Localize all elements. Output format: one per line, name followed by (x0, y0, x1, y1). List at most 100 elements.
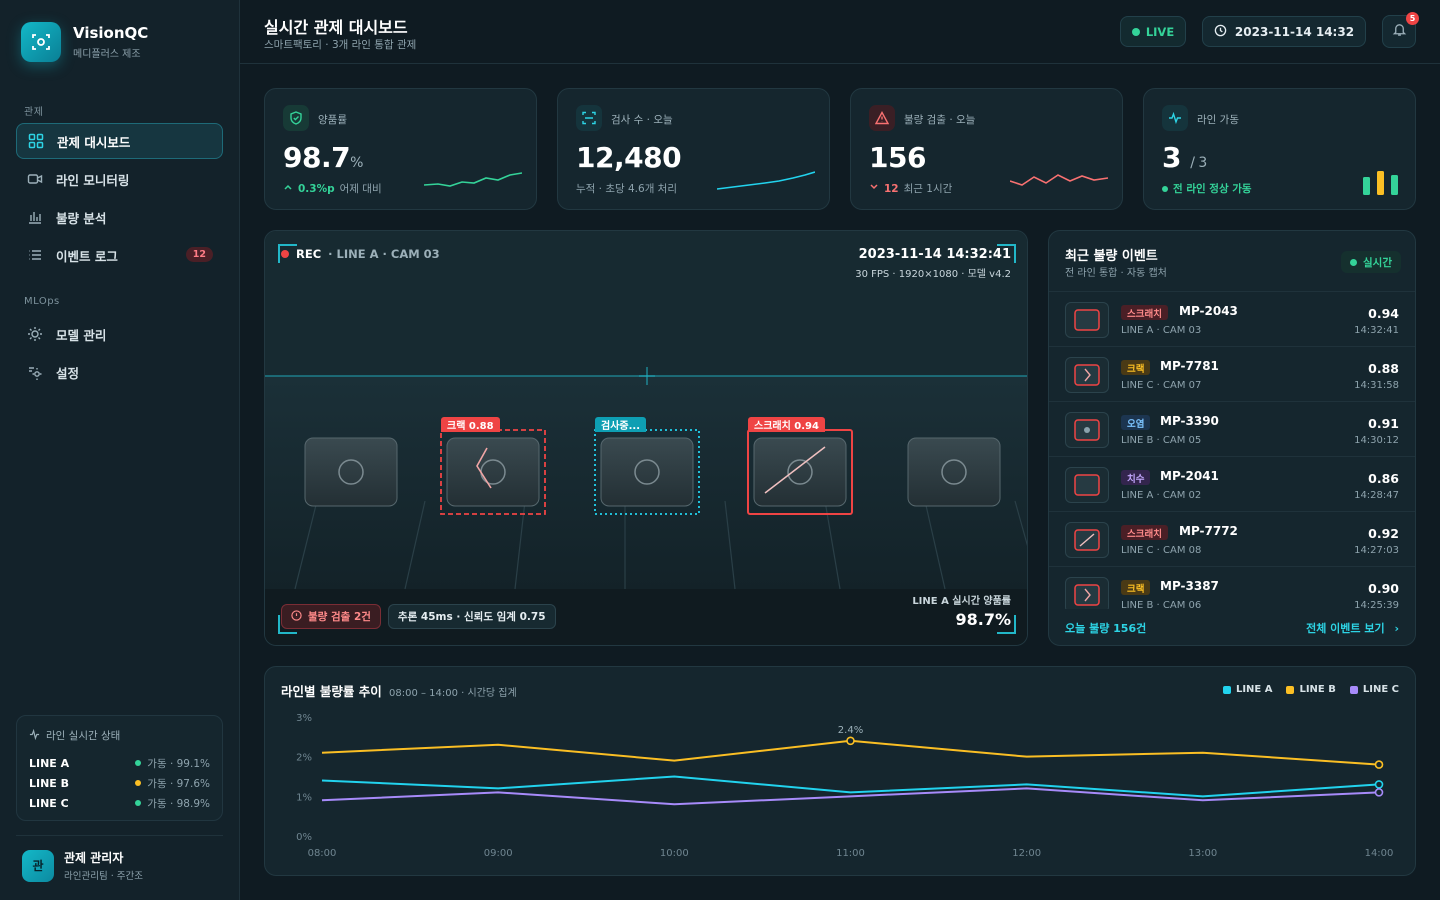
sidebar-item-settings[interactable]: 설정 (16, 354, 223, 390)
defect-thumbnail (1065, 577, 1109, 609)
line-name: LINE C (29, 796, 69, 810)
grid-icon (27, 132, 45, 150)
status-dot (135, 760, 142, 766)
camera-scan-icon (21, 22, 61, 62)
kpi-yield-card[interactable]: 양품률 98.7% 0.3%p 어제 대비 (264, 88, 537, 210)
y-tick-label: 3% (296, 713, 312, 724)
realtime-yield-value: 98.7% (955, 610, 1011, 629)
sidebar-item-defect-analysis[interactable]: 불량 분석 (16, 199, 223, 235)
series-line (321, 787, 1380, 806)
event-location: LINE A · CAM 02 (1121, 490, 1202, 501)
confidence-score: 0.91 (1368, 416, 1399, 431)
live-indicator: LIVE (1120, 16, 1186, 47)
current-time: 2023-11-14 14:32 (1202, 16, 1366, 47)
series-line (321, 775, 1380, 798)
line-uptime-bars (1363, 171, 1398, 195)
legend-swatch (1349, 685, 1358, 694)
sidebar: VisionQC 메디플러스 제조 관제 관제 대시보드 라인 모니터링 불량 … (0, 0, 240, 900)
status-dot (135, 800, 142, 806)
legend-item[interactable]: LINE C (1349, 684, 1399, 695)
kpi-value: 98.7 (283, 141, 351, 174)
page-subtitle: 스마트팩토리 · 3개 라인 통합 관제 (264, 39, 417, 51)
user-name: 관제 관리자 (64, 851, 124, 865)
user-role: 라인관리팀 · 주간조 (64, 871, 143, 882)
chevron-right-icon: › (1394, 622, 1399, 635)
kpi-defects-card[interactable]: 불량 검출 · 오늘 156 12 최근 1시간 (850, 88, 1123, 210)
part-id: MP-2041 (1160, 469, 1219, 483)
pulse-icon (1162, 105, 1188, 131)
line-name: LINE B (29, 776, 70, 790)
sidebar-item-label: 라인 모니터링 (56, 172, 130, 188)
chart-legend: LINE A LINE B LINE C (1222, 684, 1399, 695)
kpi-label: 검사 수 · 오늘 (611, 114, 673, 126)
part-id: MP-7781 (1160, 359, 1219, 373)
event-list[interactable]: 스크래치 MP-2043 LINE A · CAM 03 0.94 14:32:… (1049, 291, 1415, 609)
y-tick-label: 1% (296, 792, 312, 803)
line-name: LINE A (29, 756, 70, 770)
camera-feed-panel[interactable]: 크랙 0.88 검사중... 스크래치 0.94 REC · LINE A · … (264, 230, 1028, 646)
list-item[interactable]: 스크래치 MP-7772 LINE C · CAM 08 0.92 14:27:… (1049, 512, 1415, 567)
nav-section-mlops: MLOps (24, 296, 60, 307)
notification-button[interactable]: 5 (1382, 12, 1419, 48)
view-all-events-link[interactable]: 전체 이벤트 보기 › (1306, 620, 1399, 636)
brand-subtitle: 메디플러스 제조 (73, 49, 141, 60)
sidebar-item-dashboard[interactable]: 관제 대시보드 (16, 123, 223, 159)
sidebar-item-line-monitoring[interactable]: 라인 모니터링 (16, 161, 223, 197)
sidebar-item-event-log[interactable]: 이벤트 로그 12 (16, 237, 223, 273)
confidence-score: 0.90 (1368, 581, 1399, 596)
user-profile[interactable]: 관 관제 관리자 라인관리팀 · 주간조 (16, 835, 223, 885)
realtime-yield-label: LINE A 실시간 양품률 (912, 596, 1011, 607)
defect-thumbnail (1065, 412, 1109, 448)
defect-count-label: 불량 검출 2건 (308, 611, 371, 623)
chevron-down-icon (869, 182, 879, 195)
clock-icon (1214, 24, 1227, 40)
camera-timestamp: 2023-11-14 14:32:41 (858, 247, 1011, 262)
x-tick-label: 14:00 (1365, 848, 1394, 859)
event-time: 14:25:39 (1354, 600, 1399, 609)
peak-annotation: 2.4% (838, 725, 863, 736)
recent-events-panel: 최근 불량 이벤트 전 라인 통합 · 자동 캡처 실시간 스크래치 MP-20… (1048, 230, 1416, 646)
chip-icon (26, 325, 44, 343)
defect-thumbnail (1065, 357, 1109, 393)
defect-thumbnail (1065, 302, 1109, 338)
brand[interactable]: VisionQC 메디플러스 제조 (21, 22, 148, 62)
list-item[interactable]: 스크래치 MP-2043 LINE A · CAM 03 0.94 14:32:… (1049, 292, 1415, 347)
kpi-line-uptime-card[interactable]: 라인 가동 3 / 3 전 라인 정상 가동 (1143, 88, 1416, 210)
event-time: 14:27:03 (1354, 545, 1399, 556)
legend-item[interactable]: LINE B (1286, 684, 1336, 695)
line-status-row: LINE B 가동 · 97.6% (29, 773, 210, 793)
kpi-value: 12,480 (576, 141, 682, 174)
list-item[interactable]: 크랙 MP-3387 LINE B · CAM 06 0.90 14:25:39 (1049, 567, 1415, 609)
legend-label: LINE B (1299, 684, 1336, 695)
legend-label: LINE C (1362, 684, 1399, 695)
confidence-score: 0.94 (1368, 306, 1399, 321)
legend-swatch (1222, 685, 1231, 694)
part-id: MP-2043 (1179, 304, 1238, 318)
live-label: LIVE (1145, 24, 1175, 39)
event-time: 14:30:12 (1354, 435, 1399, 446)
defect-count-chip[interactable]: 불량 검출 2건 (281, 604, 381, 629)
event-location: LINE C · CAM 07 (1121, 380, 1202, 391)
sidebar-item-model-management[interactable]: 모델 관리 (16, 316, 223, 352)
x-tick-label: 08:00 (308, 848, 337, 859)
series-end-point (1374, 780, 1384, 789)
live-dot (1350, 258, 1358, 266)
detection-label-inspecting: 검사중... (595, 417, 646, 432)
realtime-badge: 실시간 (1341, 251, 1401, 273)
kpi-inspections-card[interactable]: 검사 수 · 오늘 12,480 누적 · 초당 4.6개 처리 (557, 88, 830, 210)
line-status-title: 라인 실시간 상태 (46, 730, 121, 742)
event-location: LINE A · CAM 03 (1121, 325, 1202, 336)
sidebar-item-label: 관제 대시보드 (57, 134, 131, 150)
list-item[interactable]: 치수 MP-2041 LINE A · CAM 02 0.86 14:28:47 (1049, 457, 1415, 512)
live-dot (1131, 27, 1140, 36)
legend-item[interactable]: LINE A (1222, 684, 1272, 695)
page-title: 실시간 관제 대시보드 (264, 18, 408, 37)
alert-circle-icon (291, 609, 302, 624)
datetime: 2023-11-14 14:32 (1234, 24, 1355, 39)
kpi-delta: 0.3%p (298, 182, 335, 195)
list-item[interactable]: 크랙 MP-7781 LINE C · CAM 07 0.88 14:31:58 (1049, 347, 1415, 402)
list-item[interactable]: 오염 MP-3390 LINE B · CAM 05 0.91 14:30:12 (1049, 402, 1415, 457)
events-title: 최근 불량 이벤트 (1065, 249, 1158, 264)
trend-subtitle: 08:00 – 14:00 · 시간당 집계 (389, 688, 517, 699)
sidebar-item-label: 이벤트 로그 (56, 248, 118, 264)
